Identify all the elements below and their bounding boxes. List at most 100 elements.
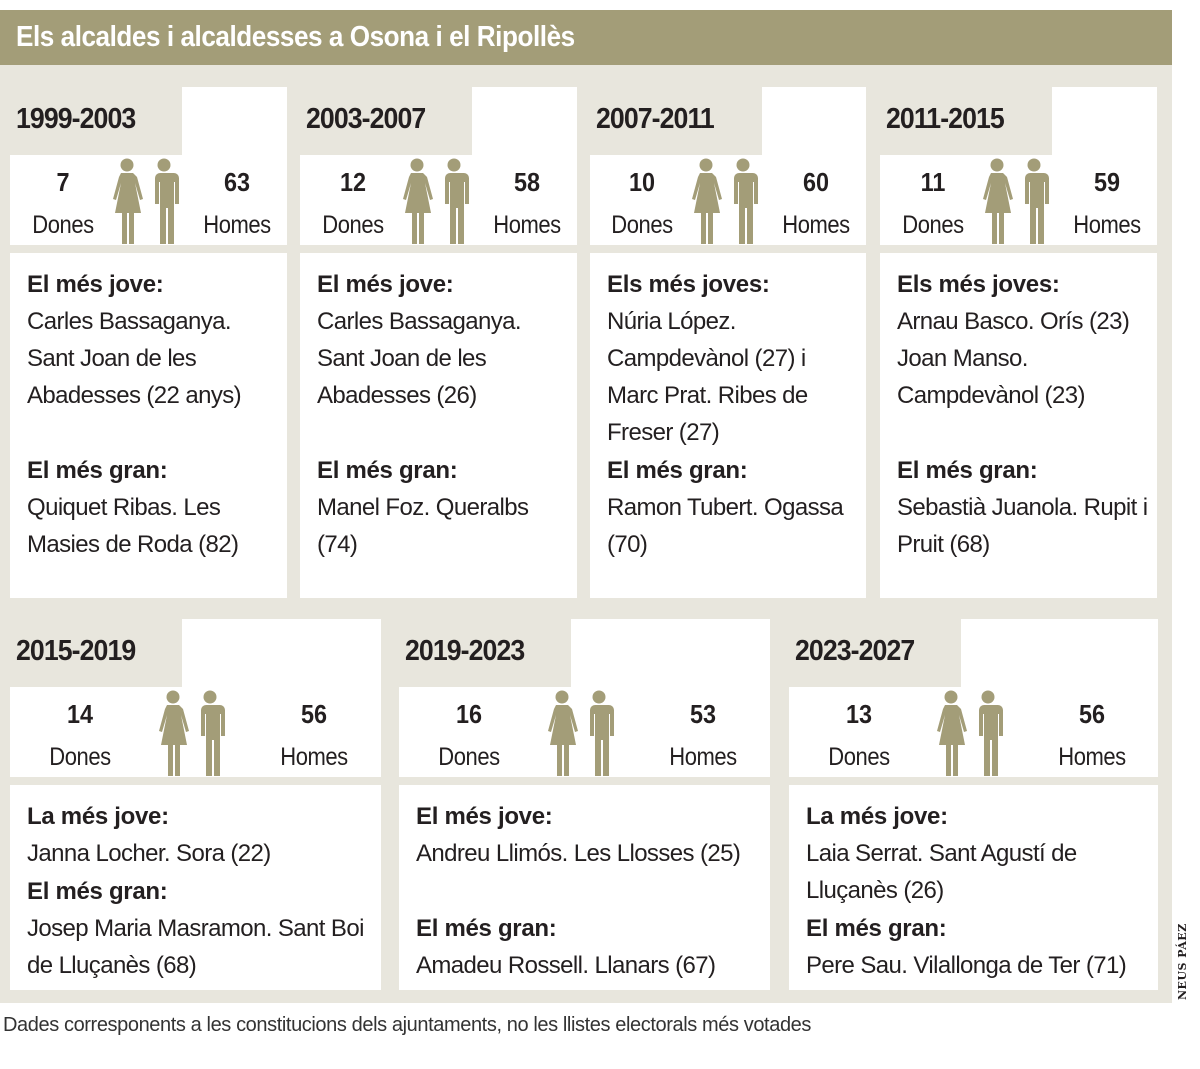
women-label: Dones: [611, 211, 674, 239]
woman-man-icons: [692, 158, 759, 244]
man-icon: [588, 690, 614, 776]
men-count: 53: [690, 699, 717, 729]
youngest-mayor: Carles Bassaganya. Sant Joan de les Abad…: [27, 308, 242, 409]
men-label: Homes: [669, 743, 737, 771]
age-records: Els més joves: Núria López. Campdevànol (…: [590, 253, 866, 598]
youngest-section: Els més joves: Arnau Basco. Orís (23) Joa…: [897, 266, 1149, 414]
period-years: 2019-2023: [405, 635, 525, 667]
year-tab: [182, 619, 381, 689]
youngest-section: La més jove: Laia Serrat. Sant Agustí de …: [806, 798, 1150, 909]
youngest-section: La més jove: Janna Locher. Sora (22): [27, 798, 373, 872]
woman-icon: [936, 690, 967, 776]
period-card: 2015-2019 14 Dones 56 Homes La més jove: Ja…: [10, 619, 381, 992]
youngest-heading: El més jove:: [317, 271, 454, 298]
oldest-heading: El més gran:: [317, 457, 458, 484]
title-bar: Els alcaldes i alcaldesses a Osona i el …: [0, 10, 1172, 65]
men-label: Homes: [782, 211, 851, 239]
oldest-mayor: Pere Sau. Vilallonga de Ter (71): [806, 952, 1127, 979]
oldest-mayor: Josep Maria Masramon. Sant Boi de Lluçan…: [27, 915, 364, 979]
women-label: Dones: [49, 743, 112, 771]
men-count: 63: [224, 167, 251, 197]
footnote: Dades corresponents a les constitucions …: [3, 1014, 811, 1036]
men-count: 59: [1094, 167, 1121, 197]
page-title: Els alcaldes i alcaldesses a Osona i el …: [16, 21, 575, 53]
oldest-section: El més gran: Amadeu Rossell. Llanars (67): [416, 910, 762, 984]
youngest-mayor: Arnau Basco. Orís (23) Joan Manso. Campd…: [897, 308, 1130, 409]
age-records: El més jove: Carles Bassaganya. Sant Joan…: [300, 253, 577, 598]
gender-stats: 12 Dones 58 Homes: [300, 155, 577, 245]
oldest-heading: El més gran:: [607, 457, 748, 484]
woman-man-icons: [402, 158, 469, 244]
oldest-heading: El més gran:: [897, 457, 1038, 484]
youngest-heading: La més jove:: [806, 803, 948, 830]
period-years: 2015-2019: [16, 635, 136, 667]
youngest-heading: El més jove:: [27, 271, 164, 298]
man-icon: [1023, 158, 1049, 244]
woman-man-icons: [982, 158, 1049, 244]
women-count: 13: [846, 699, 873, 729]
period-years: 2011-2015: [886, 103, 1005, 135]
youngest-section: Els més joves: Núria López. Campdevànol (…: [607, 266, 858, 451]
year-tab: [961, 619, 1158, 689]
woman-icon: [158, 690, 189, 776]
age-records: El més jove: Carles Bassaganya. Sant Joan…: [10, 253, 287, 598]
oldest-mayor: Quiquet Ribas. Les Masies de Roda (82): [27, 494, 239, 558]
woman-icon: [982, 158, 1013, 244]
women-label: Dones: [438, 743, 501, 771]
year-tab: [762, 87, 866, 157]
period-card: 2003-2007 12 Dones 58 Homes El més jove: Ca…: [300, 87, 577, 600]
oldest-heading: El més gran:: [806, 915, 947, 942]
period-years: 2007-2011: [596, 103, 715, 135]
oldest-section: El més gran: Pere Sau. Vilallonga de Ter …: [806, 910, 1150, 984]
period-years: 2023-2027: [795, 635, 915, 667]
youngest-heading: Els més joves:: [897, 271, 1060, 298]
woman-man-icons: [112, 158, 179, 244]
period-card: 2023-2027 13 Dones 56 Homes La més jove: La…: [789, 619, 1158, 992]
man-icon: [199, 690, 225, 776]
youngest-mayor: Andreu Llimós. Les Llosses (25): [416, 840, 741, 867]
gender-stats: 14 Dones 56 Homes: [10, 687, 381, 777]
oldest-mayor: Ramon Tubert. Ogassa (70): [607, 494, 844, 558]
period-card: 2007-2011 10 Dones 60 Homes Els més joves:…: [590, 87, 866, 600]
women-label: Dones: [31, 211, 94, 239]
men-count: 60: [803, 167, 830, 197]
women-count: 7: [56, 167, 70, 197]
youngest-section: El més jove: Carles Bassaganya. Sant Joan…: [27, 266, 279, 414]
period-card: 1999-2003 7 Dones 63 Homes El més jove: Car…: [10, 87, 287, 600]
youngest-section: El més jove: Andreu Llimós. Les Llosses (…: [416, 798, 762, 872]
year-tab: [571, 619, 770, 689]
woman-icon: [547, 690, 578, 776]
oldest-mayor: Amadeu Rossell. Llanars (67): [416, 952, 716, 979]
year-tab: [182, 87, 287, 157]
youngest-heading: Els més joves:: [607, 271, 770, 298]
man-icon: [443, 158, 469, 244]
women-count: 10: [629, 167, 656, 197]
oldest-section: El més gran: Ramon Tubert. Ogassa (70): [607, 452, 858, 563]
man-icon: [977, 690, 1003, 776]
women-label: Dones: [828, 743, 890, 771]
woman-man-icons: [547, 690, 614, 776]
man-icon: [733, 158, 759, 244]
oldest-section: El més gran: Manel Foz. Queralbs (74): [317, 452, 569, 563]
women-count: 14: [67, 699, 94, 729]
woman-icon: [112, 158, 143, 244]
period-years: 1999-2003: [16, 103, 136, 135]
oldest-heading: El més gran:: [416, 915, 557, 942]
woman-man-icons: [158, 690, 225, 776]
woman-man-icons: [936, 690, 1003, 776]
men-label: Homes: [1057, 743, 1126, 771]
men-label: Homes: [280, 743, 348, 771]
age-records: El més jove: Andreu Llimós. Les Llosses (…: [399, 785, 770, 990]
youngest-mayor: Laia Serrat. Sant Agustí de Lluçanès (26…: [806, 840, 1077, 904]
period-card: 2011-2015 11 Dones 59 Homes Els més joves:…: [880, 87, 1157, 600]
youngest-section: El més jove: Carles Bassaganya. Sant Joan…: [317, 266, 569, 414]
men-label: Homes: [493, 211, 561, 239]
gender-stats: 7 Dones 63 Homes: [10, 155, 287, 245]
women-label: Dones: [321, 211, 384, 239]
men-label: Homes: [1073, 211, 1141, 239]
woman-icon: [692, 158, 723, 244]
women-count: 12: [339, 167, 366, 197]
oldest-mayor: Sebastià Juanola. Rupit i Pruit (68): [897, 494, 1148, 558]
period-years: 2003-2007: [306, 103, 426, 135]
men-count: 56: [1078, 699, 1105, 729]
